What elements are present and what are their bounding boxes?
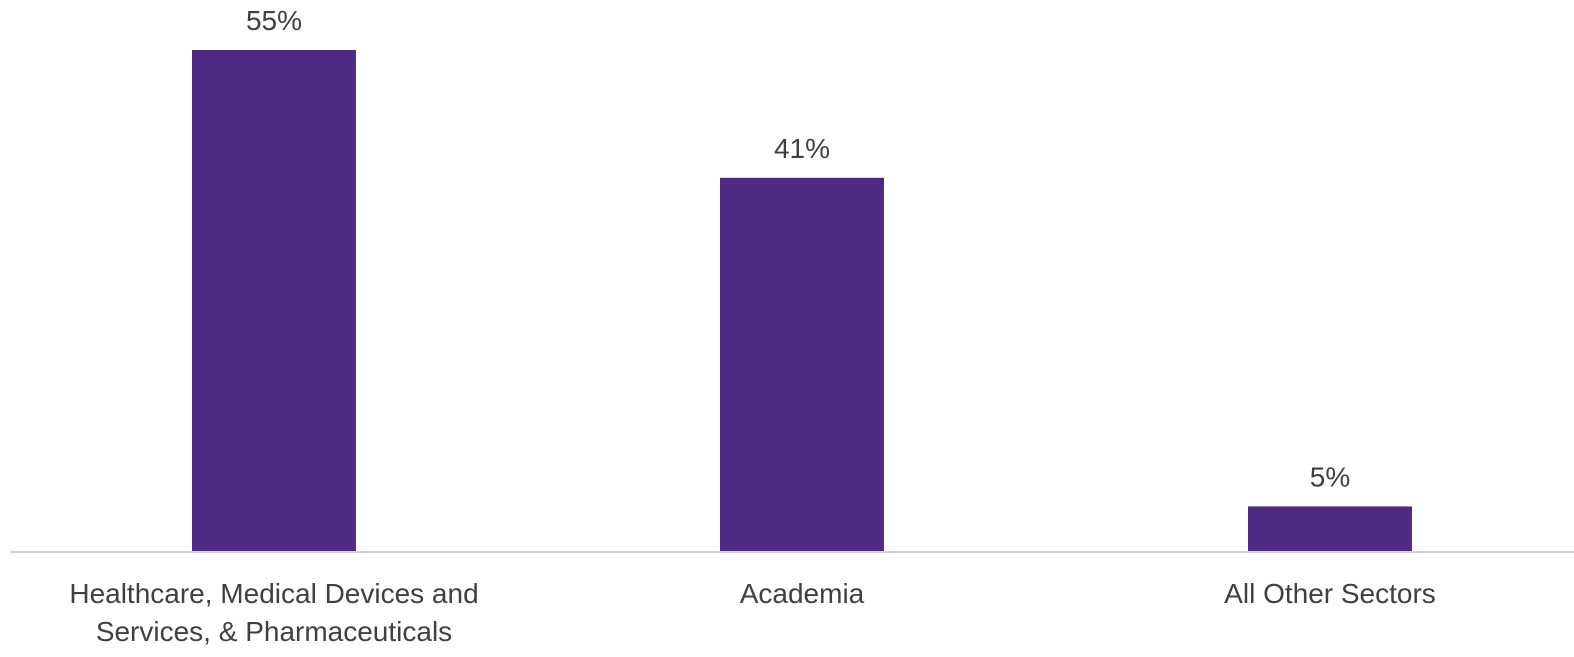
data-label-1: 41% [774, 133, 830, 164]
category-labels-group: Healthcare, Medical Devices and Services,… [69, 578, 1435, 647]
data-label-2: 5% [1310, 461, 1350, 492]
bar-1 [720, 177, 884, 553]
category-label-line: Healthcare, Medical Devices and [69, 578, 478, 609]
bar-2 [1248, 506, 1412, 552]
bars-group [192, 50, 1412, 553]
category-label-2: All Other Sectors [1224, 578, 1436, 609]
category-label-line: Academia [740, 578, 865, 609]
bar-0 [192, 50, 356, 552]
category-label-line: All Other Sectors [1224, 578, 1436, 609]
data-label-0: 55% [246, 5, 302, 36]
category-label-1: Academia [740, 578, 865, 609]
category-label-line: Services, & Pharmaceuticals [96, 616, 452, 647]
labels-group: 55% 41% 5% [246, 5, 1350, 492]
category-label-0: Healthcare, Medical Devices and Services,… [69, 578, 478, 647]
